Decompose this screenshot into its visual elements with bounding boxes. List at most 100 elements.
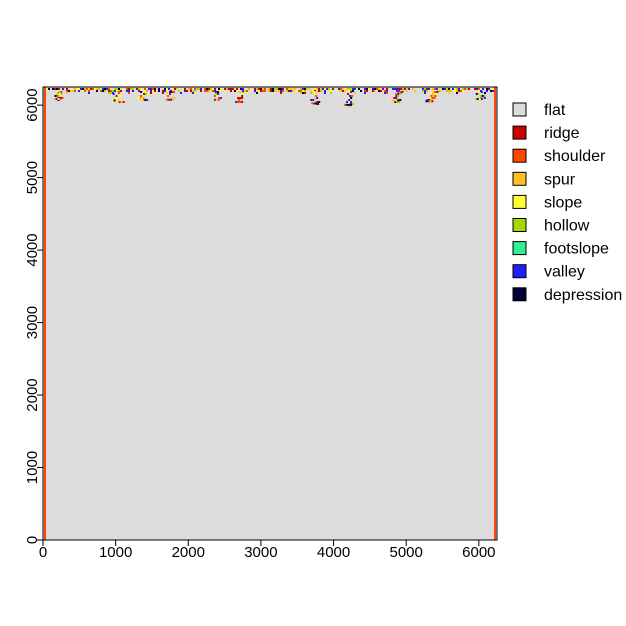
pixel-depression xyxy=(397,99,400,102)
pixel-spur xyxy=(350,88,352,90)
pixel-hollow xyxy=(178,90,180,92)
pixel-valley xyxy=(78,90,80,92)
pixel-valley xyxy=(88,92,90,94)
pixel-valley xyxy=(184,90,186,92)
pixel-hollow xyxy=(108,92,110,94)
pixel-slope xyxy=(344,88,346,90)
pixel-shoulder xyxy=(74,90,76,92)
pixel-spur xyxy=(117,99,120,102)
pixel-ridge xyxy=(58,88,60,90)
pixel-spur xyxy=(139,98,142,101)
pixel-spur xyxy=(432,93,435,95)
pixel-spur xyxy=(456,90,458,92)
pixel-shoulder xyxy=(264,90,266,92)
pixel-slope xyxy=(215,95,218,97)
pixel-hollow xyxy=(320,90,322,92)
legend-swatch-flat xyxy=(512,102,527,117)
pixel-ridge xyxy=(224,88,226,90)
pixel-shoulder xyxy=(460,90,462,92)
pixel-slope xyxy=(430,92,432,94)
pixel-shoulder xyxy=(217,97,220,99)
pixel-spur xyxy=(173,97,176,99)
pixel-slope xyxy=(166,88,168,90)
pixel-hollow xyxy=(348,88,350,90)
pixel-shoulder xyxy=(152,88,154,90)
pixel-depression xyxy=(59,97,62,99)
pixel-ridge xyxy=(316,101,319,103)
pixel-ridge xyxy=(230,88,232,90)
pixel-ridge xyxy=(380,90,382,92)
pixel-shoulder xyxy=(204,88,206,90)
pixel-spur xyxy=(316,88,318,90)
pixel-shoulder xyxy=(190,88,192,90)
pixel-valley xyxy=(213,98,216,101)
pixel-depression xyxy=(304,88,306,90)
pixel-hollow xyxy=(450,90,452,92)
x-tick-label: 0 xyxy=(39,544,47,561)
pixel-shoulder xyxy=(376,88,378,90)
pixel-slope xyxy=(478,98,481,101)
pixel-slope xyxy=(319,103,322,105)
pixel-depression xyxy=(118,88,120,90)
left-edge-strip xyxy=(44,87,46,540)
pixel-depression xyxy=(68,90,70,92)
pixel-spur xyxy=(314,99,317,101)
pixel-shoulder xyxy=(204,90,206,92)
pixel-slope xyxy=(167,93,170,95)
pixel-hollow xyxy=(466,88,468,90)
pixel-slope xyxy=(348,101,351,103)
pixel-shoulder xyxy=(61,97,64,99)
pixel-ridge xyxy=(154,90,156,92)
pixel-depression xyxy=(366,88,368,90)
pixel-shoulder xyxy=(167,95,170,97)
pixel-slope xyxy=(434,93,437,95)
pixel-depression xyxy=(140,91,143,93)
pixel-hollow xyxy=(286,90,288,92)
pixel-spur xyxy=(72,90,74,92)
pixel-spur xyxy=(240,91,243,93)
legend-label-flat: flat xyxy=(544,102,566,119)
pixel-valley xyxy=(476,88,478,90)
pixel-ridge xyxy=(366,90,368,92)
channel-feature xyxy=(309,91,322,105)
y-axis: 0 1000 2000 3000 4000 5000 6000 xyxy=(24,88,44,544)
pixel-shoulder xyxy=(143,98,146,101)
legend-swatch-ridge xyxy=(512,125,527,140)
pixel-hollow xyxy=(396,101,399,103)
pixel-slope xyxy=(250,90,252,92)
pixel-ridge xyxy=(90,88,92,90)
pixel-slope xyxy=(115,97,118,99)
channel-feature xyxy=(166,91,176,101)
pixel-ridge xyxy=(214,88,216,90)
pixel-valley xyxy=(312,99,315,101)
pixel-spur xyxy=(448,90,450,92)
legend-swatch-valley xyxy=(512,264,527,279)
channel-feature xyxy=(111,91,125,103)
pixel-shoulder xyxy=(298,90,300,92)
pixel-depression xyxy=(318,101,321,103)
pixel-spur xyxy=(300,92,302,94)
pixel-ridge xyxy=(304,92,306,94)
pixel-hollow xyxy=(138,88,140,90)
pixel-ridge xyxy=(171,91,174,93)
pixel-valley xyxy=(324,90,326,92)
pixel-valley xyxy=(424,90,426,92)
legend-label-valley: valley xyxy=(544,264,585,281)
pixel-slope xyxy=(154,92,156,94)
pixel-ridge xyxy=(458,90,460,92)
pixel-hollow xyxy=(397,95,400,97)
pixel-shoulder xyxy=(194,88,196,90)
pixel-hollow xyxy=(422,90,424,92)
pixel-ridge xyxy=(174,88,176,90)
pixel-hollow xyxy=(196,88,198,90)
pixel-shoulder xyxy=(478,88,480,90)
pixel-ridge xyxy=(208,88,210,90)
pixel-shoulder xyxy=(128,92,130,94)
pixel-depression xyxy=(56,88,58,90)
pixel-ridge xyxy=(372,90,374,92)
pixel-spur xyxy=(395,99,398,102)
pixel-valley xyxy=(394,88,396,90)
pixel-hollow xyxy=(483,95,486,97)
pixel-ridge xyxy=(239,97,242,99)
pixel-valley xyxy=(169,93,172,95)
